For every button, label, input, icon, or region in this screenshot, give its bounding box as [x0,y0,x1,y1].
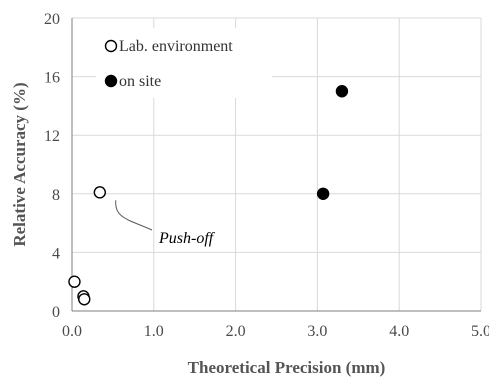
y-tick-label: 16 [44,70,60,87]
y-tick-label: 0 [52,304,60,321]
y-tick-labels: 0 4 8 12 16 20 [44,11,60,321]
y-tick-label: 20 [44,11,60,28]
y-tick-label: 12 [44,128,60,145]
lab-environment-point [68,275,81,288]
data-points [68,85,349,306]
legend: Lab. environment on site [96,28,272,98]
x-tick-labels: 0.0 1.0 2.0 3.0 4.0 5.0 [62,323,489,340]
annotations: Push-off [115,200,216,247]
legend-label: on site [119,73,161,90]
y-tick-label: 4 [52,245,60,262]
x-tick-label: 4.0 [389,323,409,340]
on-site-point [335,85,349,98]
legend-marker-open [104,39,118,53]
x-axis-title: Theoretical Precision (mm) [188,358,386,377]
y-tick-label: 8 [52,187,60,204]
x-tick-label: 5.0 [471,323,489,340]
lab-environment-point [78,293,91,306]
legend-marker-filled [104,74,118,88]
x-tick-label: 3.0 [307,323,327,340]
annotation-leader-line [115,200,153,231]
lab-environment-point [93,186,107,199]
annotation-push-off: Push-off [158,230,216,247]
axes [71,18,481,312]
legend-label: Lab. environment [119,38,233,55]
on-site-point [316,187,330,201]
legend-background [96,28,272,98]
x-tick-label: 2.0 [226,323,246,340]
y-axis-title: Relative Accuracy (%) [10,82,29,246]
x-tick-label: 0.0 [62,323,82,340]
x-tick-label: 1.0 [144,323,164,340]
